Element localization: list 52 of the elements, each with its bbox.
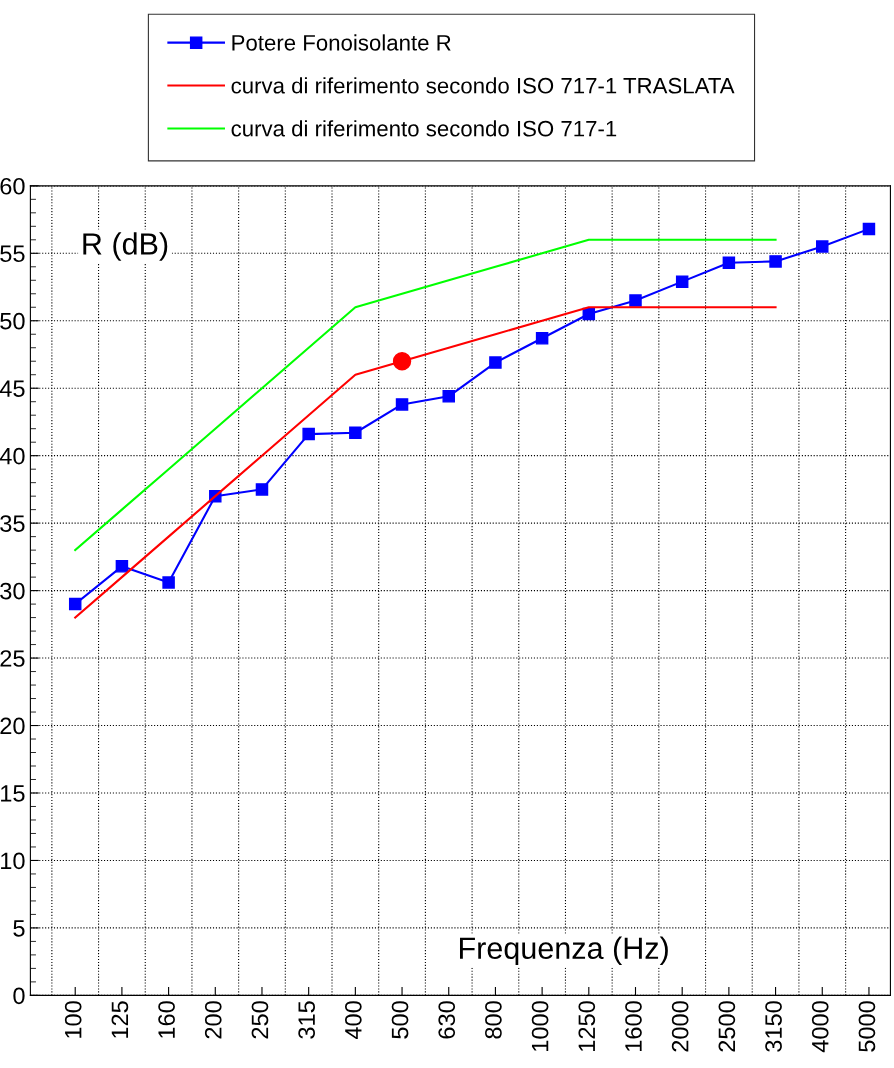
y-tick-label: 25	[0, 650, 25, 667]
y-tick-label: 10	[1, 852, 25, 870]
x-tick-label: 160	[158, 1001, 175, 1038]
x-tick-label: 1250	[578, 1001, 596, 1051]
point	[629, 294, 642, 307]
x-tick-label: 3150	[765, 1001, 782, 1052]
point	[862, 222, 876, 236]
y-tick-label: 45	[0, 380, 25, 398]
y-tick-label: 50	[0, 312, 25, 330]
point	[162, 576, 175, 589]
point	[535, 332, 549, 345]
point	[68, 597, 82, 611]
x-tick-label: 500	[391, 1001, 409, 1039]
x-tick-label: 5000	[858, 1001, 876, 1052]
x-tick-label: 400	[344, 1001, 362, 1040]
y-tick-label: 55	[0, 245, 25, 263]
y-tick-label: 0	[13, 987, 25, 1005]
y-tick-label: 5	[13, 920, 25, 937]
x-tick-label: 200	[204, 1001, 222, 1039]
point	[816, 240, 829, 253]
point	[722, 256, 736, 269]
y-tick-label: 35	[0, 515, 25, 532]
x-tick-label: 2500	[718, 1001, 736, 1052]
x-tick-label: 1000	[531, 1001, 549, 1051]
x-tick-label: 250	[251, 1001, 269, 1039]
y-axis-title: R (dB)	[83, 232, 168, 261]
y-tick-label: 40	[0, 447, 25, 465]
x-tick-label: 1600	[625, 1001, 642, 1051]
x-tick-label: 4000	[811, 1001, 829, 1053]
y-tick-label: 30	[0, 582, 25, 600]
point	[349, 426, 362, 439]
x-tick-label: 315	[298, 1001, 316, 1039]
x-tick-label: 800	[485, 1001, 502, 1039]
y-tick-label: 20	[0, 717, 25, 735]
point	[769, 255, 782, 268]
x-tick-label: 125	[111, 1001, 129, 1038]
point	[255, 483, 269, 496]
legend-label: Potere Fonoisolante R	[232, 34, 451, 51]
point	[675, 275, 689, 288]
y-tick-label: 15	[1, 785, 25, 802]
legend-label: curva di riferimento secondo ISO 717-1	[231, 120, 617, 137]
legend-label: curva di riferimento secondo ISO 717-1 TRASLATA	[231, 77, 735, 94]
point	[302, 427, 315, 441]
point	[442, 390, 455, 403]
x-axis-title: Frequenza (Hz)	[460, 936, 668, 966]
point	[115, 560, 129, 573]
point	[395, 398, 409, 411]
point	[489, 356, 502, 369]
x-tick-label: 2000	[671, 1001, 689, 1052]
y-tick-label: 60	[0, 177, 25, 195]
x-tick-label: 100	[64, 1001, 82, 1038]
x-tick-label: 630	[438, 1001, 456, 1039]
